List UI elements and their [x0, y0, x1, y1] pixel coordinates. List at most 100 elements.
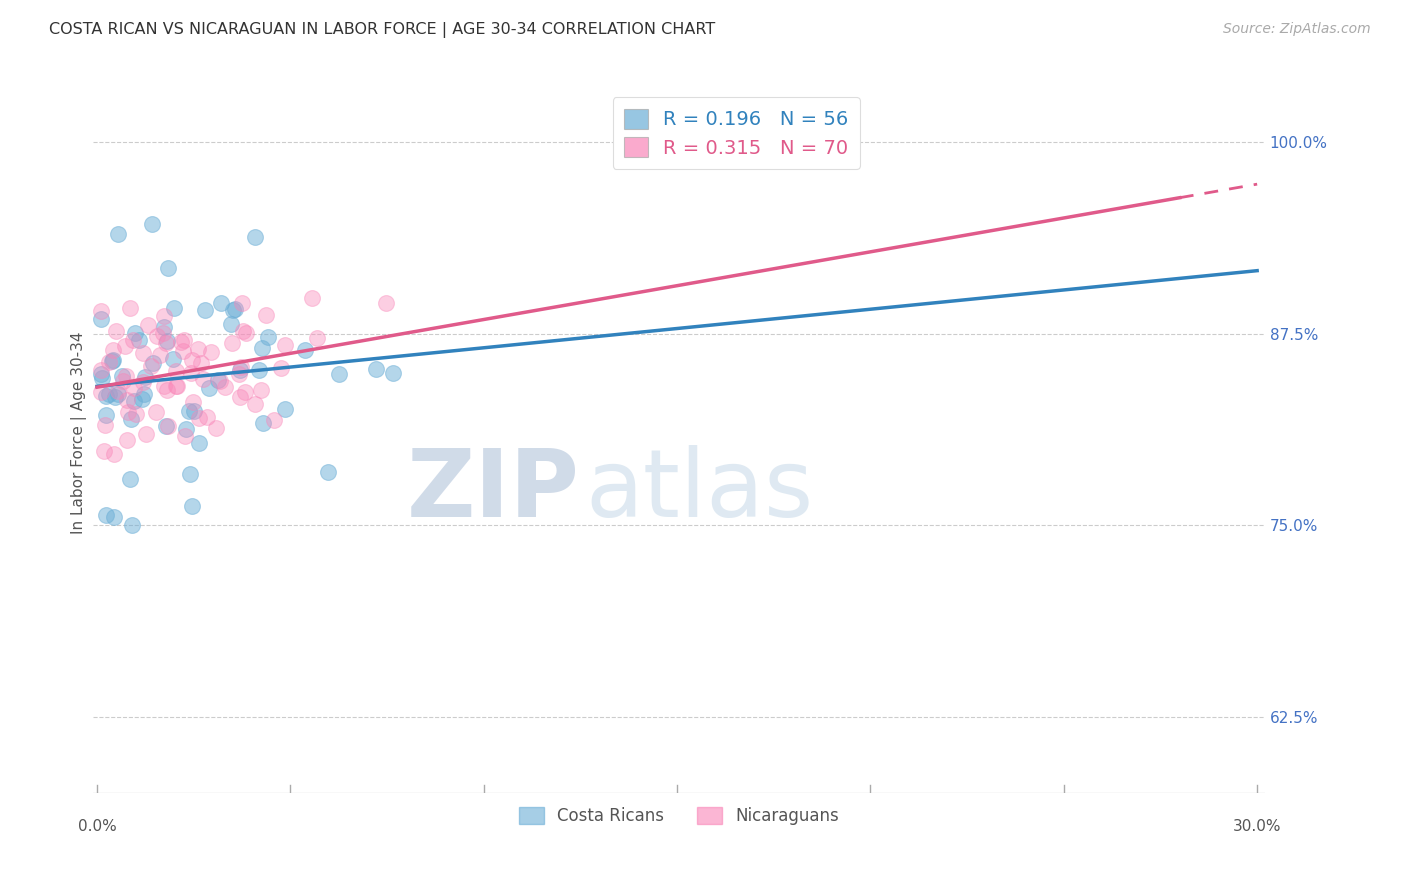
Point	[231, 360, 253, 375]
Point	[165, 378, 187, 392]
Point	[208, 374, 231, 388]
Point	[105, 325, 128, 339]
Point	[124, 326, 146, 340]
Point	[155, 335, 177, 350]
Point	[183, 394, 205, 409]
Point	[243, 397, 266, 411]
Point	[152, 379, 174, 393]
Point	[153, 310, 176, 324]
Point	[90, 312, 112, 326]
Point	[197, 381, 219, 395]
Point	[152, 326, 174, 340]
Point	[117, 405, 139, 419]
Point	[97, 387, 120, 401]
Point	[163, 301, 186, 315]
Point	[233, 385, 256, 400]
Point	[120, 472, 142, 486]
Point	[228, 390, 250, 404]
Point	[274, 337, 297, 351]
Point	[214, 380, 236, 394]
Point	[187, 436, 209, 450]
Point	[170, 335, 193, 350]
Point	[205, 420, 228, 434]
Text: COSTA RICAN VS NICARAGUAN IN LABOR FORCE | AGE 30-34 CORRELATION CHART: COSTA RICAN VS NICARAGUAN IN LABOR FORCE…	[49, 22, 716, 38]
Point	[181, 499, 204, 513]
Point	[232, 324, 254, 338]
Y-axis label: In Labor Force | Age 30-34: In Labor Force | Age 30-34	[72, 332, 87, 534]
Point	[228, 362, 250, 376]
Point	[191, 372, 214, 386]
Point	[98, 354, 121, 368]
Point	[90, 384, 112, 399]
Point	[120, 411, 142, 425]
Point	[177, 404, 200, 418]
Point	[131, 392, 153, 407]
Legend: Costa Ricans, Nicaraguans: Costa Ricans, Nicaraguans	[512, 800, 846, 832]
Point	[122, 381, 145, 395]
Point	[174, 422, 197, 436]
Point	[165, 364, 187, 378]
Point	[128, 333, 150, 347]
Point	[141, 217, 163, 231]
Point	[219, 317, 242, 331]
Point	[156, 419, 179, 434]
Point	[231, 296, 253, 310]
Point	[134, 370, 156, 384]
Point	[142, 356, 165, 370]
Point	[301, 291, 323, 305]
Point	[90, 371, 112, 385]
Point	[174, 429, 197, 443]
Point	[263, 413, 285, 427]
Point	[101, 353, 124, 368]
Point	[249, 384, 271, 398]
Point	[180, 366, 202, 380]
Point	[194, 302, 217, 317]
Point	[96, 508, 118, 523]
Point	[103, 509, 125, 524]
Point	[93, 444, 115, 458]
Point	[136, 318, 159, 333]
Text: atlas: atlas	[585, 445, 814, 537]
Point	[94, 417, 117, 432]
Point	[90, 304, 112, 318]
Point	[101, 354, 124, 368]
Point	[157, 260, 180, 275]
Point	[375, 296, 398, 310]
Point	[224, 302, 246, 317]
Point	[156, 384, 179, 398]
Point	[135, 427, 157, 442]
Point	[254, 308, 277, 322]
Point	[209, 296, 232, 310]
Point	[307, 331, 329, 345]
Point	[221, 336, 243, 351]
Point	[132, 346, 155, 360]
Point	[107, 386, 129, 401]
Point	[366, 362, 388, 376]
Point	[187, 410, 209, 425]
Point	[115, 393, 138, 408]
Text: 30.0%: 30.0%	[1233, 819, 1281, 833]
Point	[96, 389, 118, 403]
Point	[152, 319, 174, 334]
Point	[200, 344, 222, 359]
Point	[132, 387, 155, 401]
Point	[181, 353, 204, 368]
Point	[256, 330, 278, 344]
Point	[117, 433, 139, 447]
Point	[235, 326, 257, 341]
Point	[114, 339, 136, 353]
Point	[149, 348, 172, 362]
Point	[90, 367, 112, 381]
Point	[103, 447, 125, 461]
Point	[270, 361, 292, 376]
Point	[243, 229, 266, 244]
Point	[207, 373, 229, 387]
Point	[112, 374, 135, 388]
Point	[173, 333, 195, 347]
Point	[294, 343, 316, 358]
Point	[247, 362, 270, 376]
Point	[121, 518, 143, 533]
Point	[382, 366, 405, 380]
Point	[222, 302, 245, 317]
Point	[94, 408, 117, 422]
